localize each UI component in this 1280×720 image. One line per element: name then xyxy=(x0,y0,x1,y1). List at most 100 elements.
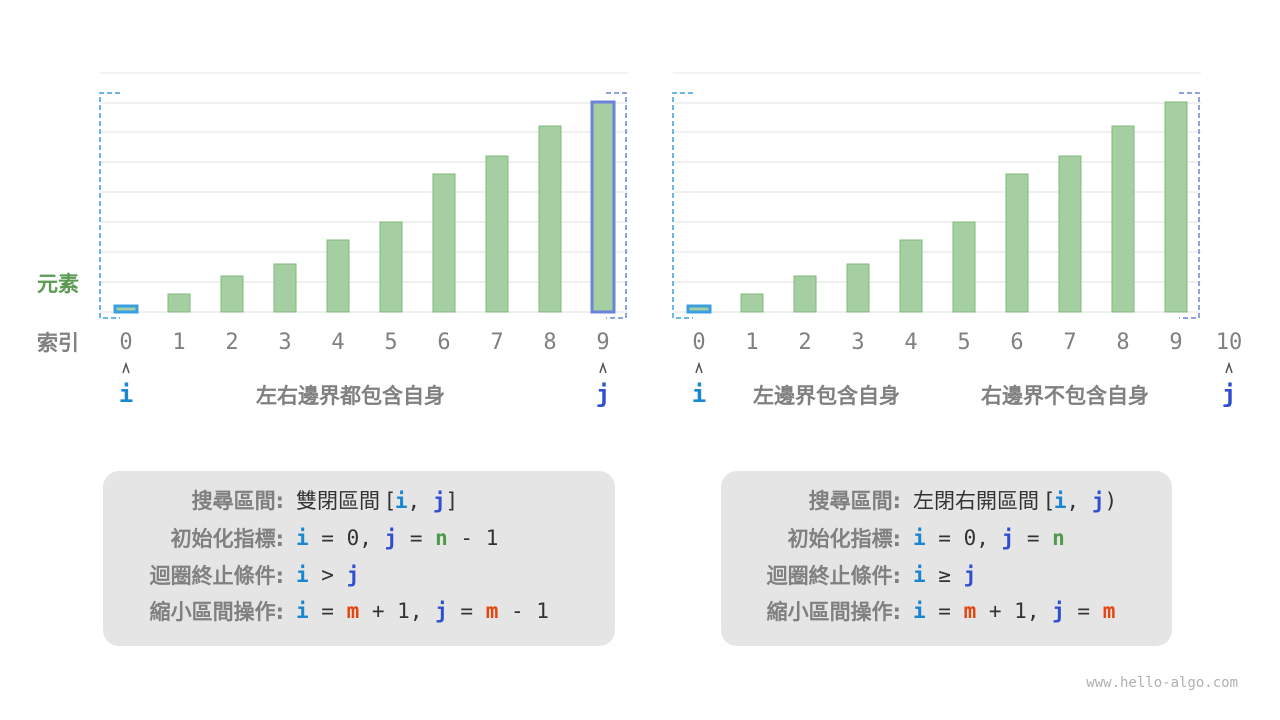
info-value: i = 0, j = n xyxy=(913,526,1065,550)
pointer-j: j xyxy=(595,380,611,408)
element-bar xyxy=(1005,173,1029,313)
index-axis-label: 索引 xyxy=(37,331,79,355)
info-label: 搜尋區間: xyxy=(191,489,284,513)
element-bar xyxy=(1111,125,1135,313)
info-label: 搜尋區間: xyxy=(808,489,901,513)
element-bar xyxy=(113,304,139,314)
index-label: 6 xyxy=(1010,330,1023,355)
element-bar xyxy=(1164,101,1188,313)
element-bar xyxy=(952,221,976,313)
info-label: 縮小區間操作: xyxy=(766,600,901,624)
variable-m: m xyxy=(963,599,977,623)
variable-n: n xyxy=(435,526,448,550)
info-row: 搜尋區間: 雙閉區間 [i, j] xyxy=(103,483,615,517)
info-box: 搜尋區間: 左閉右開區間 [i, j) 初始化指標: i = 0, j = n 迴圈終止… xyxy=(721,471,1172,646)
index-label: 0 xyxy=(692,330,705,355)
index-label: 4 xyxy=(331,330,344,355)
element-bar xyxy=(899,239,923,313)
variable-i: i xyxy=(913,526,926,550)
variable-j: j xyxy=(384,526,398,550)
element-bar xyxy=(167,293,191,313)
expression-text: ] xyxy=(445,489,459,513)
expression-text: > xyxy=(308,563,347,587)
variable-j: j xyxy=(435,599,448,623)
info-label: 迴圈終止條件: xyxy=(766,564,901,588)
element-bar xyxy=(740,293,764,313)
variable-m: m xyxy=(346,599,360,623)
expression-text: = xyxy=(447,599,486,623)
expression-text: = xyxy=(397,526,436,550)
element-bar xyxy=(485,155,509,313)
element-bar xyxy=(273,263,297,313)
info-value: 雙閉區間 [i, j] xyxy=(296,485,458,515)
element-bar xyxy=(1058,155,1082,313)
variable-n: n xyxy=(1052,526,1065,550)
info-row: 迴圈終止條件: i > j xyxy=(103,558,615,592)
pointer-i: i xyxy=(691,380,707,408)
info-label: 初始化指標: xyxy=(170,527,284,551)
info-label: 迴圈終止條件: xyxy=(149,564,284,588)
index-label: 3 xyxy=(851,330,864,355)
index-label: 2 xyxy=(798,330,811,355)
index-label: 1 xyxy=(745,330,758,355)
expression-text: - 1 xyxy=(447,526,499,550)
expression-text: = 0, xyxy=(925,526,1002,550)
left-boundary-bracket xyxy=(99,92,120,319)
variable-i: i xyxy=(296,599,309,623)
element-bar xyxy=(538,125,562,313)
info-row: 初始化指標: i = 0, j = n - 1 xyxy=(103,521,615,555)
variable-m: m xyxy=(1102,599,1116,623)
index-label: 5 xyxy=(957,330,970,355)
pointer-j: j xyxy=(1221,380,1237,408)
arrow-up-icon xyxy=(1225,361,1233,374)
elements-axis-label: 元素 xyxy=(37,272,79,296)
info-value: i = 0, j = n - 1 xyxy=(296,526,498,550)
info-row: 縮小區間操作: i = m + 1, j = m - 1 xyxy=(103,594,615,628)
expression-text: = xyxy=(1014,526,1053,550)
right-boundary-bracket xyxy=(1179,92,1200,319)
index-label: 0 xyxy=(119,330,132,355)
variable-j: j xyxy=(1091,489,1105,513)
variable-j: j xyxy=(963,563,977,587)
element-bar xyxy=(432,173,456,313)
variable-i: i xyxy=(394,489,408,513)
expression-text: - 1 xyxy=(498,599,549,623)
element-bar xyxy=(846,263,870,313)
index-label: 8 xyxy=(1116,330,1129,355)
element-bar xyxy=(793,275,817,313)
expression-text: = xyxy=(925,599,964,623)
element-bar xyxy=(686,304,712,314)
index-label: 5 xyxy=(384,330,397,355)
pointer-i: i xyxy=(118,380,134,408)
index-label: 4 xyxy=(904,330,917,355)
expression-text: = xyxy=(1064,599,1103,623)
variable-j: j xyxy=(432,489,446,513)
info-value: 左閉右開區間 [i, j) xyxy=(913,485,1117,515)
expression-text: + 1, xyxy=(976,599,1053,623)
expression-text: 雙閉區間 [ xyxy=(296,489,395,513)
element-bar xyxy=(379,221,403,313)
variable-j: j xyxy=(1001,526,1015,550)
arrow-up-icon xyxy=(599,361,607,374)
variable-i: i xyxy=(296,563,309,587)
element-bar xyxy=(326,239,350,313)
index-label: 6 xyxy=(437,330,450,355)
index-label: 2 xyxy=(225,330,238,355)
expression-text: + 1, xyxy=(359,599,436,623)
element-bar xyxy=(590,100,616,314)
index-label: 7 xyxy=(1063,330,1076,355)
index-label: 3 xyxy=(278,330,291,355)
info-row: 迴圈終止條件: i ≥ j xyxy=(721,558,1172,592)
right-boundary-bracket xyxy=(606,92,627,319)
variable-j: j xyxy=(346,563,360,587)
expression-text: , xyxy=(407,489,433,513)
variable-i: i xyxy=(913,599,926,623)
info-label: 縮小區間操作: xyxy=(149,600,284,624)
expression-text: 左閉右開區間 [ xyxy=(913,489,1054,513)
info-row: 初始化指標: i = 0, j = n xyxy=(721,521,1172,555)
element-bar xyxy=(220,275,244,313)
expression-text: ) xyxy=(1104,489,1118,513)
info-row: 搜尋區間: 左閉右開區間 [i, j) xyxy=(721,483,1172,517)
variable-m: m xyxy=(485,599,499,623)
